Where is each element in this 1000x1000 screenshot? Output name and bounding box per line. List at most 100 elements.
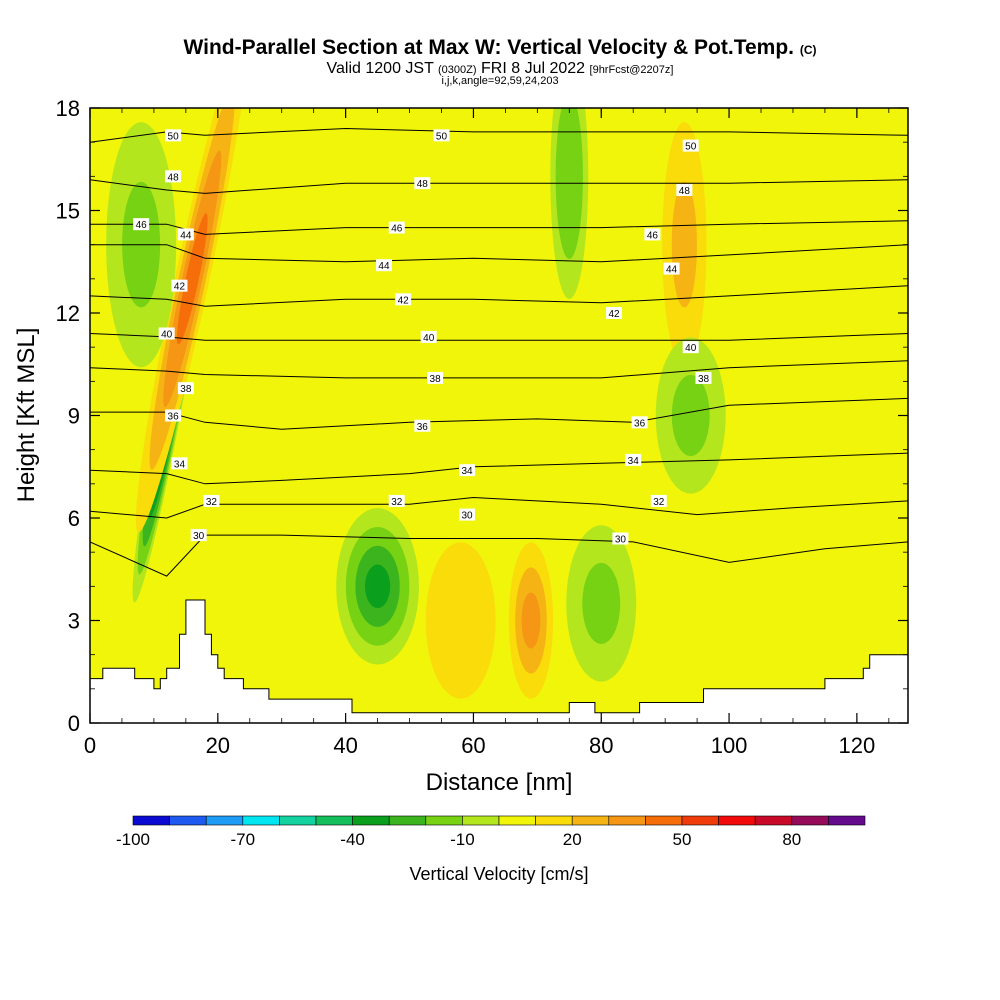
velocity-cell	[364, 564, 391, 609]
velocity-field	[90, 108, 908, 723]
grid-indices: i,j,k,angle=92,59,24,203	[441, 75, 559, 87]
isentrope-line	[90, 496, 908, 519]
isentrope-label: 36	[417, 422, 429, 433]
colorbar-swatch	[315, 815, 353, 826]
y-tick-label: 3	[68, 609, 80, 634]
isentrope-label-bg	[414, 177, 431, 190]
isentrope-label: 30	[615, 535, 627, 546]
isentrope-label: 44	[180, 230, 192, 241]
isentrope-label: 32	[206, 497, 218, 508]
velocity-cell	[671, 374, 710, 457]
field-background	[90, 108, 908, 723]
isentrope-label: 40	[685, 343, 697, 354]
chart-title: Wind-Parallel Section at Max W: Vertical…	[0, 36, 1000, 60]
velocity-cell	[176, 213, 208, 345]
colorbar-swatch	[352, 815, 390, 826]
isentrope-label-bg	[171, 279, 188, 292]
isentrope-label: 44	[666, 265, 678, 276]
x-tick-label: 40	[333, 733, 357, 758]
x-tick-label: 100	[711, 733, 748, 758]
chart-title-text: Wind-Parallel Section at Max W: Vertical…	[183, 36, 794, 59]
isentrope-label-bg	[388, 494, 405, 507]
isentrope-label-bg	[420, 330, 437, 343]
y-tick-label: 12	[56, 301, 80, 326]
velocity-cell	[425, 542, 496, 699]
isentrope-label: 48	[168, 172, 180, 183]
isentrope-label: 46	[391, 224, 403, 235]
isentrope-label-bg	[158, 327, 175, 340]
y-tick-label: 6	[68, 506, 80, 531]
isentrope-label-bg	[375, 259, 392, 272]
isentrope-label-bg	[695, 371, 712, 384]
x-tick-label: 60	[461, 733, 485, 758]
isentrope-label: 38	[180, 384, 192, 395]
isentrope-label-bg	[388, 221, 405, 234]
isentrope-label: 46	[136, 220, 148, 231]
isentrope-label: 30	[193, 531, 205, 542]
colorbar-swatch	[828, 815, 866, 826]
x-axis-label: Distance [nm]	[426, 769, 573, 796]
colorbar-swatch	[279, 815, 317, 826]
colorbar-tick-label: 20	[563, 830, 582, 849]
isentrope-label-bg	[433, 129, 450, 142]
chart-title-suffix: (C)	[799, 43, 817, 57]
isentrope-label: 38	[698, 374, 710, 385]
forecast-info: [9hrFcst@2207z]	[589, 64, 674, 76]
isentrope-label-bg	[631, 416, 648, 429]
isentrope-line	[90, 179, 908, 194]
colorbar-swatch	[791, 815, 829, 826]
y-tick-label: 9	[68, 404, 80, 429]
valid-date: FRI 8 Jul 2022	[481, 60, 586, 77]
valid-time-line: Valid 1200 JST (0300Z) FRI 8 Jul 2022 [9…	[0, 60, 1000, 78]
isentrope-labels: 50 50 50 48 48 48 46 46 46 44 44 44 42 42 42 40 40 40 38 38…	[133, 129, 712, 546]
colorbar-swatch	[388, 815, 427, 826]
isentrope-label-bg	[171, 457, 188, 470]
x-tick-label: 80	[589, 733, 613, 758]
colorbar-swatch	[242, 815, 280, 826]
isentrope-label-bg	[459, 508, 476, 521]
y-tick-label: 15	[56, 199, 80, 224]
colorbar-swatch	[462, 815, 500, 826]
colorbar-swatch	[205, 815, 244, 826]
isentrope-label: 40	[161, 330, 173, 341]
isentrope-line	[90, 244, 908, 263]
colorbar-swatch	[608, 815, 646, 826]
colorbar-tick-label: -70	[231, 830, 256, 849]
colorbar-tick-label: 50	[673, 830, 692, 849]
isentrope-label-bg	[682, 139, 699, 152]
isentrope-label: 34	[174, 459, 186, 470]
colorbar-swatch	[132, 815, 170, 826]
y-tick-label: 18	[56, 96, 80, 121]
colorbar-swatch	[681, 815, 719, 826]
colorbar-swatch	[498, 815, 536, 826]
isentrope-line	[90, 534, 908, 577]
isentrope-label-bg	[650, 494, 667, 507]
x-tick-label: 0	[84, 733, 96, 758]
velocity-cell	[521, 592, 541, 649]
isentrope-label-bg	[427, 371, 444, 384]
isentrope-label-bg	[459, 464, 476, 477]
x-tick-label: 120	[839, 733, 876, 758]
isentrope-label-bg	[177, 228, 194, 241]
isentrope-line	[90, 452, 908, 485]
isentrope-label-bg	[414, 419, 431, 432]
terrain	[90, 599, 908, 723]
colorbar-swatch	[754, 815, 793, 826]
isentrope-label: 30	[461, 511, 473, 522]
colorbar-label: Vertical Velocity [cm/s]	[409, 864, 588, 884]
colorbar-swatch	[645, 815, 683, 826]
velocity-cell	[560, 133, 578, 220]
isentrope-label: 40	[423, 333, 435, 344]
isentrope-label: 50	[685, 142, 697, 153]
isentrope-line	[90, 360, 908, 379]
velocity-cell	[671, 181, 697, 308]
isentrope-label: 34	[461, 466, 473, 477]
colorbar-tick-label: -100	[116, 830, 150, 849]
isentrope-label: 44	[378, 261, 390, 272]
velocity-cell	[582, 562, 621, 645]
isentrope-label-bg	[682, 341, 699, 354]
colorbar-swatch	[425, 815, 463, 826]
isentrope-label: 50	[436, 131, 448, 142]
